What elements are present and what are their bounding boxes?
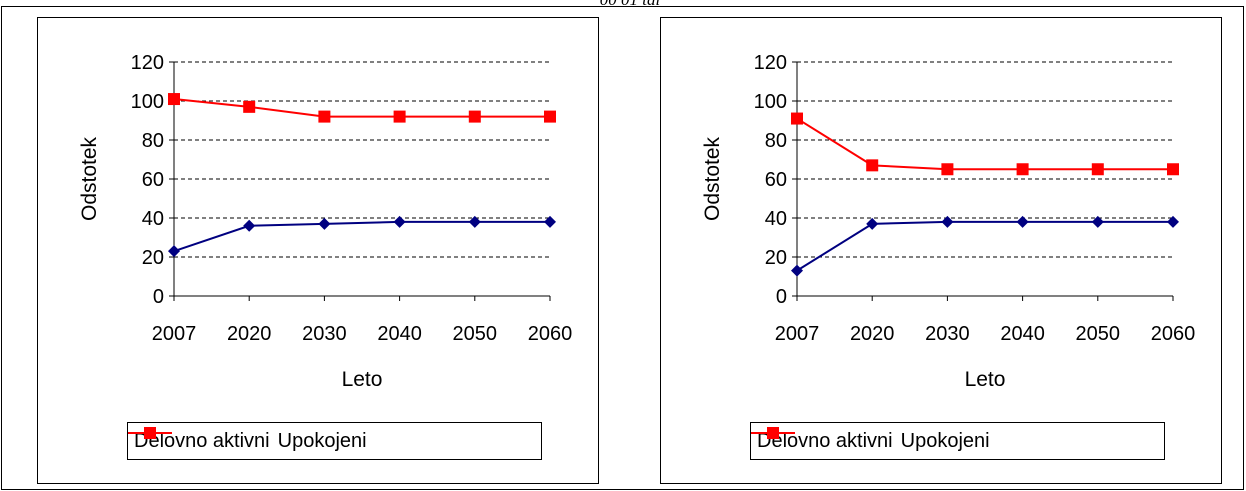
x-axis-title: Leto xyxy=(342,368,383,391)
outer-frame xyxy=(1,6,1244,490)
x-tick-label: 2007 xyxy=(152,323,197,345)
legend-label: Delovno aktivni xyxy=(757,429,893,452)
data-point-diamond xyxy=(1016,215,1029,228)
data-point-diamond xyxy=(393,215,406,228)
legend-left: Delovno aktivni Upokojeni xyxy=(127,422,542,460)
chart-right: 0 20 40 60 80 100 120 2007 2020 2030 2040 2050 2060 L… xyxy=(660,17,1222,484)
data-point-diamond xyxy=(318,217,331,230)
data-point-diamond xyxy=(544,215,556,228)
legend-item-upokojeni: Upokojeni xyxy=(751,427,990,453)
y-tick-label: 120 xyxy=(754,52,787,74)
y-tick-label: 0 xyxy=(776,286,787,308)
y-tick-label: 80 xyxy=(142,130,164,152)
series-line xyxy=(796,117,1173,171)
x-axis-title: Leto xyxy=(965,368,1006,391)
y-axis-title: Odstotek xyxy=(78,136,101,221)
y-tick-label: 60 xyxy=(142,169,164,191)
data-point-diamond xyxy=(1167,215,1179,228)
x-tick-label: 2030 xyxy=(302,323,347,345)
legend-swatch-square xyxy=(128,427,172,439)
data-point-square xyxy=(791,112,803,125)
legend-label: Delovno aktivni xyxy=(134,429,270,452)
legend-right: Delovno aktivni Upokojeni xyxy=(750,422,1165,460)
data-point-square xyxy=(941,163,954,176)
series-line xyxy=(796,220,1173,272)
data-point-square xyxy=(393,110,406,123)
data-point-square xyxy=(1091,163,1104,176)
x-tick-label: 2060 xyxy=(1151,323,1196,345)
y-tick-label: 0 xyxy=(153,286,164,308)
y-tick-label: 40 xyxy=(765,208,787,230)
data-point-diamond xyxy=(866,217,879,230)
y-tick-label: 20 xyxy=(142,247,164,269)
y-tick-label: 100 xyxy=(754,91,787,113)
y-tick-label: 40 xyxy=(142,208,164,230)
data-point-diamond xyxy=(1091,215,1104,228)
data-point-square xyxy=(468,110,481,123)
y-tick-label: 80 xyxy=(765,130,787,152)
x-tick-label: 2007 xyxy=(775,323,820,345)
y-tick-label: 20 xyxy=(765,247,787,269)
x-tick-label: 2050 xyxy=(1076,323,1121,345)
x-tick-label: 2030 xyxy=(925,323,970,345)
legend-item-upokojeni: Upokojeni xyxy=(128,427,367,453)
data-point-square xyxy=(866,159,879,172)
x-tick-label: 2040 xyxy=(377,323,422,345)
chart-left: 0 20 40 60 80 100 120 2007 2020 2030 2040 2050 2060 L… xyxy=(37,17,599,484)
legend-label: Upokojeni xyxy=(277,429,367,452)
top-caption: 00 01 tal xyxy=(560,0,700,8)
data-point-square xyxy=(544,110,556,123)
x-tick-label: 2020 xyxy=(227,323,272,345)
data-point-diamond xyxy=(168,245,180,258)
data-point-diamond xyxy=(791,264,803,277)
data-point-diamond xyxy=(941,215,954,228)
x-tick-label: 2020 xyxy=(850,323,895,345)
x-tick-label: 2060 xyxy=(528,323,573,345)
data-point-diamond xyxy=(468,215,481,228)
x-tick-label: 2040 xyxy=(1000,323,1045,345)
y-tick-label: 100 xyxy=(131,91,164,113)
data-point-square xyxy=(1016,163,1029,176)
data-point-diamond xyxy=(243,219,256,232)
legend-swatch-square xyxy=(751,427,795,439)
legend-label: Upokojeni xyxy=(900,429,990,452)
data-point-square xyxy=(168,93,180,106)
y-tick-label: 60 xyxy=(765,169,787,191)
data-point-square xyxy=(1167,163,1179,176)
data-point-square xyxy=(318,110,331,123)
series-line xyxy=(173,98,550,118)
series-line xyxy=(173,220,550,253)
y-tick-label: 120 xyxy=(131,52,164,74)
x-tick-label: 2050 xyxy=(453,323,498,345)
data-point-square xyxy=(243,100,256,113)
y-axis-title: Odstotek xyxy=(701,136,724,221)
